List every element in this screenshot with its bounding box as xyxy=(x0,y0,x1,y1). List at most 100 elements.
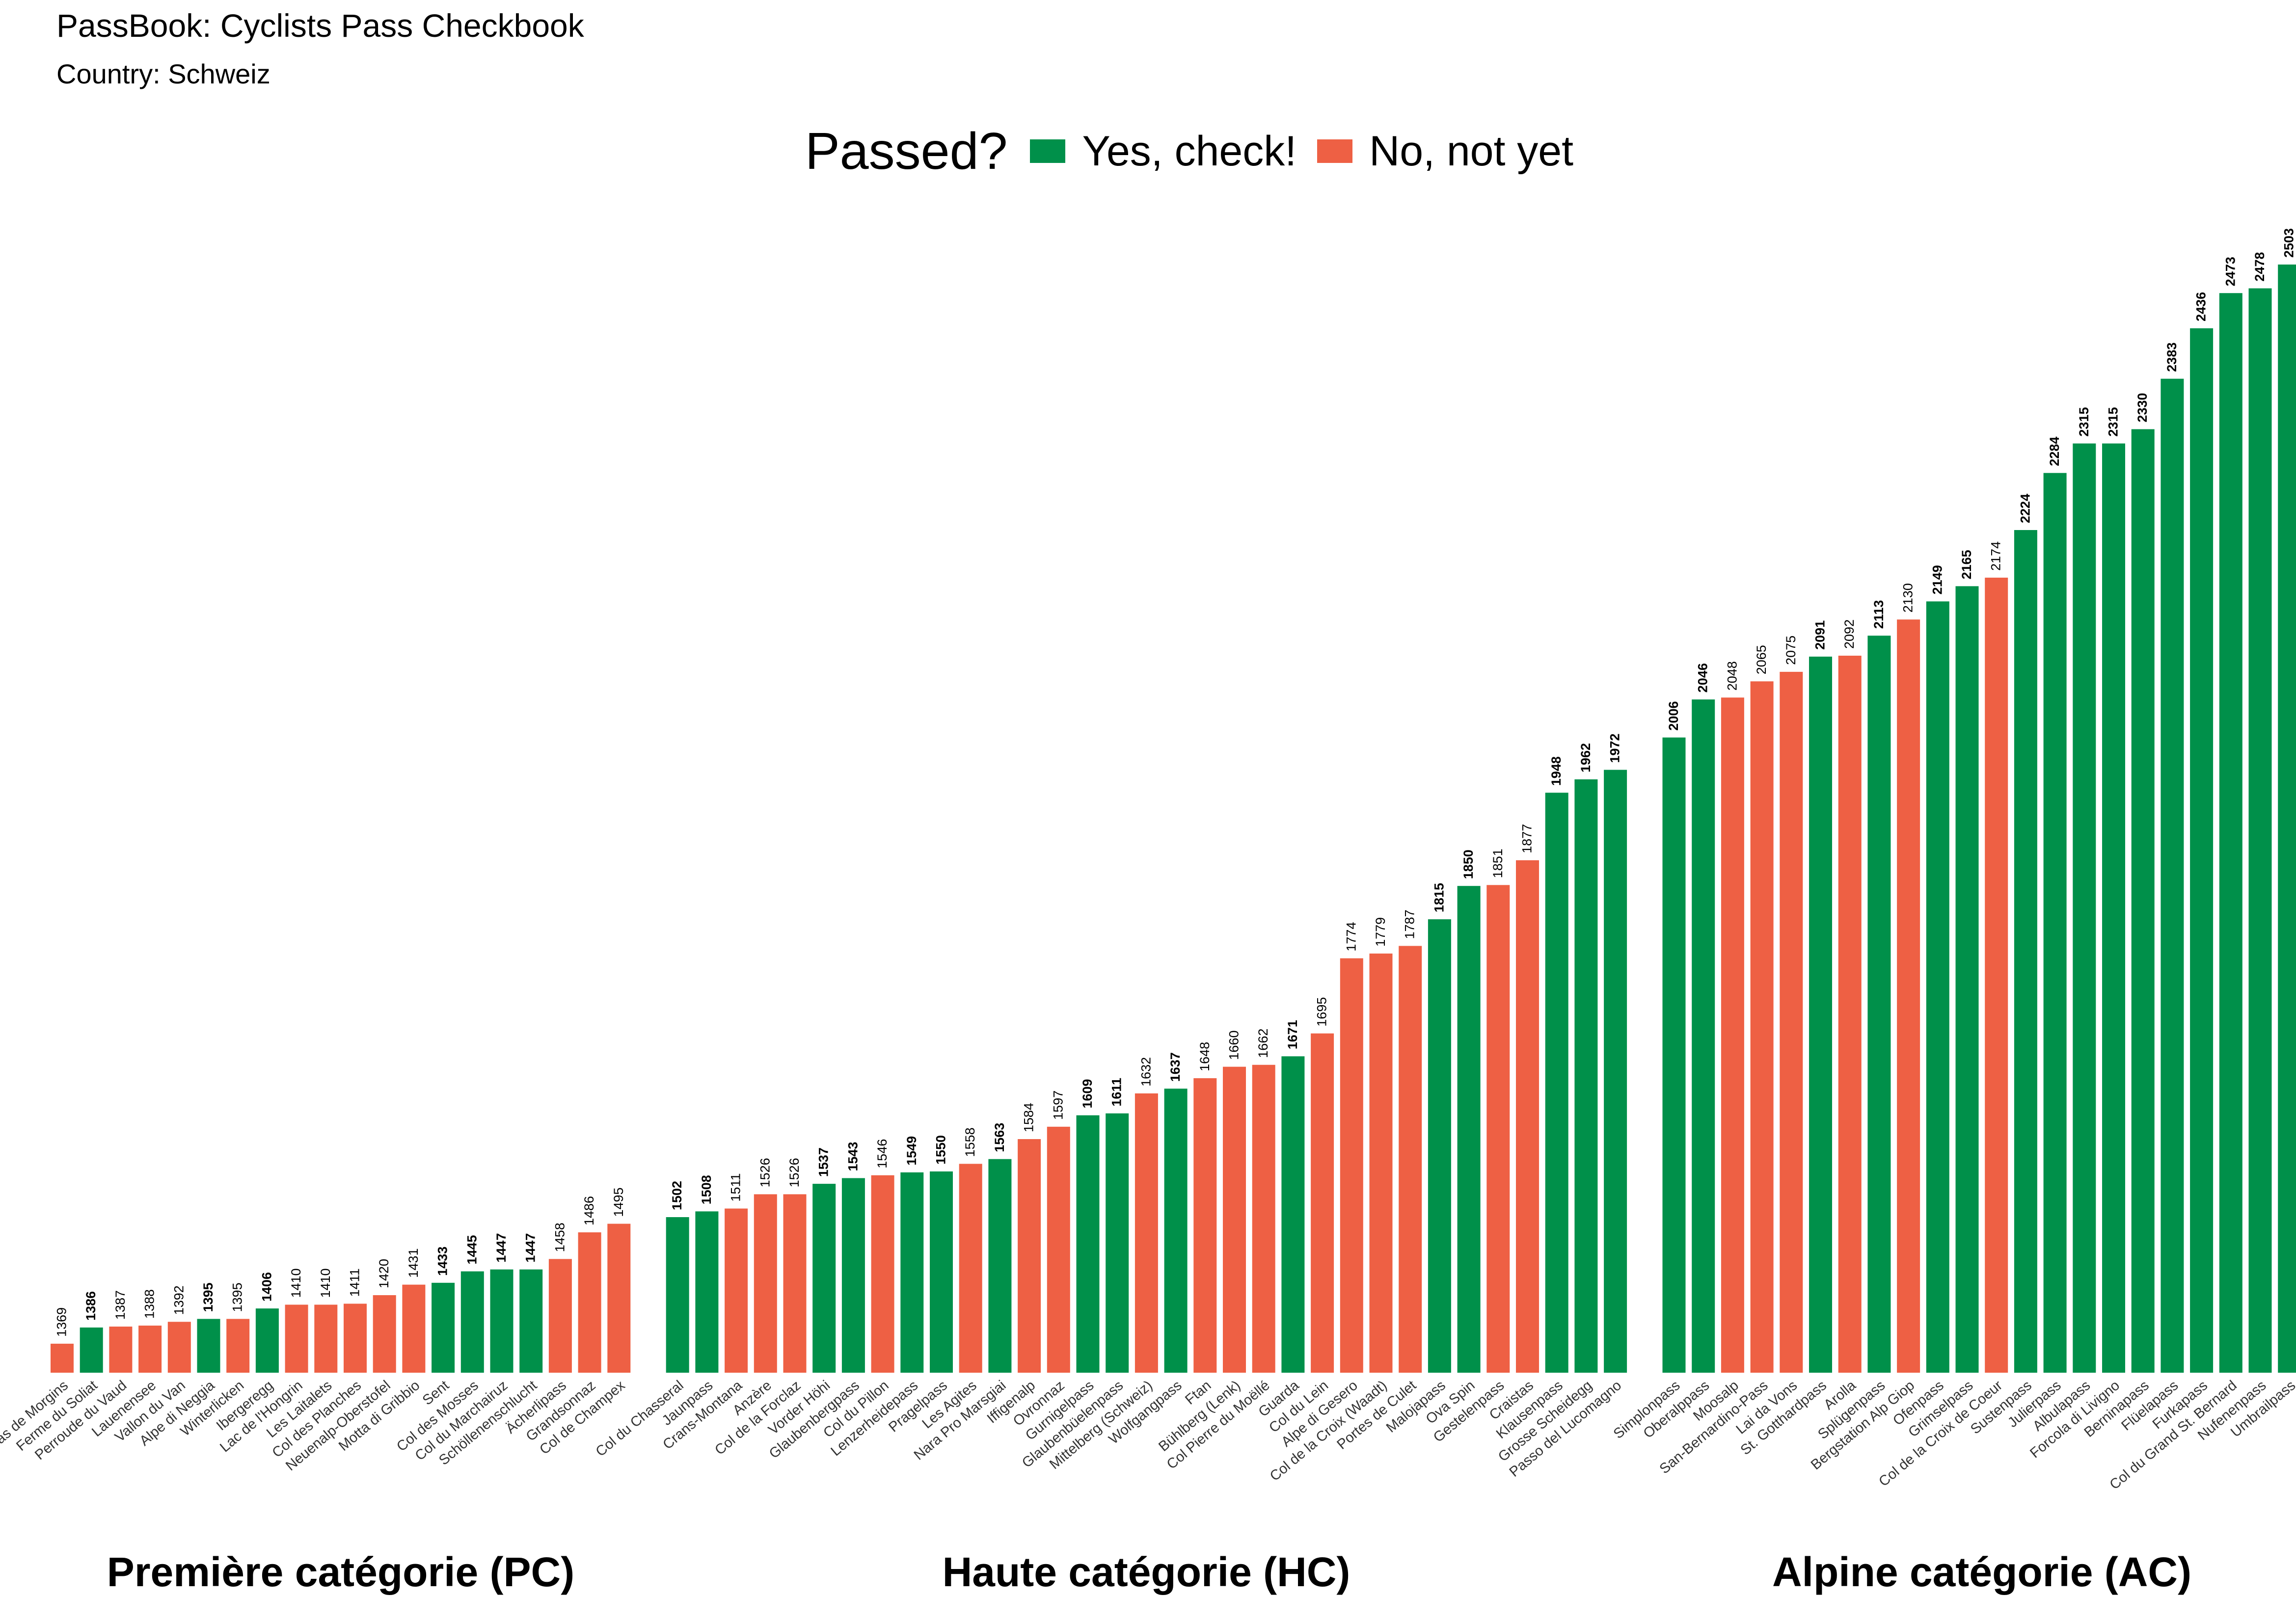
bar xyxy=(1076,1115,1100,1373)
bar xyxy=(871,1175,894,1373)
data-label: 1948 xyxy=(1549,756,1564,786)
data-label: 1648 xyxy=(1197,1042,1212,1071)
bar xyxy=(402,1284,426,1373)
data-label: 2091 xyxy=(1813,620,1828,650)
bar xyxy=(1604,770,1627,1373)
data-label: 2174 xyxy=(1989,541,2003,571)
bar xyxy=(1662,737,1686,1373)
chart-title: PassBook: Cyclists Pass Checkbook xyxy=(56,7,584,44)
bar xyxy=(578,1232,601,1373)
data-label: 1787 xyxy=(1403,909,1417,939)
chart-subtitle: Country: Schweiz xyxy=(56,58,270,89)
data-label: 1369 xyxy=(54,1307,69,1337)
bar xyxy=(725,1208,748,1373)
data-label: 2478 xyxy=(2252,252,2267,281)
bar xyxy=(344,1304,367,1373)
data-label: 2092 xyxy=(1842,619,1857,649)
legend-title: Passed? xyxy=(805,122,1008,180)
bar xyxy=(548,1259,572,1373)
data-label: 2473 xyxy=(2223,257,2238,286)
bar xyxy=(812,1184,836,1373)
bar xyxy=(519,1269,543,1373)
data-label: 2315 xyxy=(2106,407,2121,437)
data-label: 1549 xyxy=(904,1136,919,1166)
bar xyxy=(930,1171,953,1373)
bar xyxy=(2073,443,2096,1373)
bar xyxy=(255,1308,279,1373)
data-label: 1550 xyxy=(934,1135,948,1165)
data-label: 1851 xyxy=(1490,849,1505,878)
bar xyxy=(460,1271,484,1373)
data-label: 1406 xyxy=(259,1272,274,1302)
data-label: 1486 xyxy=(582,1196,596,1225)
bar xyxy=(1134,1093,1158,1373)
data-label: 2224 xyxy=(2018,494,2032,523)
bar xyxy=(1193,1078,1217,1373)
data-label: 1387 xyxy=(113,1290,128,1320)
data-label: 1850 xyxy=(1461,850,1476,879)
bar xyxy=(1428,919,1451,1373)
data-label: 2330 xyxy=(2135,393,2150,422)
bar xyxy=(2278,265,2296,1373)
data-label: 2006 xyxy=(1666,701,1681,731)
bar xyxy=(197,1319,220,1373)
bar xyxy=(1574,779,1598,1373)
data-label: 1972 xyxy=(1608,734,1622,763)
data-label: 1660 xyxy=(1227,1031,1242,1060)
bar xyxy=(1721,697,1744,1373)
bar xyxy=(167,1322,191,1373)
bar xyxy=(1486,885,1510,1373)
bar xyxy=(607,1224,631,1373)
data-label: 1695 xyxy=(1315,997,1329,1027)
bar xyxy=(2014,530,2037,1373)
bar xyxy=(1926,601,1949,1373)
bar xyxy=(841,1178,865,1373)
data-label: 1502 xyxy=(670,1181,684,1210)
data-label: 2383 xyxy=(2164,343,2179,372)
bar xyxy=(900,1172,924,1373)
bar xyxy=(1252,1064,1275,1373)
data-label: 1447 xyxy=(523,1233,538,1263)
data-label: 2130 xyxy=(1901,583,1916,612)
data-label: 1431 xyxy=(406,1249,421,1278)
data-label: 1774 xyxy=(1344,922,1358,952)
bar xyxy=(1369,953,1393,1373)
legend: Passed? Yes, check! No, not yet xyxy=(0,117,2296,186)
data-label: 2315 xyxy=(2077,407,2091,437)
bar xyxy=(1106,1113,1129,1373)
category-label: Première catégorie (PC) xyxy=(107,1549,575,1595)
bar xyxy=(2131,429,2155,1373)
data-label: 1388 xyxy=(142,1289,157,1319)
data-label: 1495 xyxy=(611,1187,626,1217)
legend-label-yes: Yes, check! xyxy=(1082,127,1297,175)
data-label: 2165 xyxy=(1959,550,1974,579)
bar xyxy=(1457,886,1481,1373)
bar xyxy=(51,1343,74,1373)
data-label: 1632 xyxy=(1138,1057,1153,1087)
data-label: 1563 xyxy=(992,1123,1007,1152)
bar xyxy=(2219,293,2242,1373)
data-label: 1662 xyxy=(1256,1029,1270,1058)
bar xyxy=(373,1295,396,1373)
data-label: 1671 xyxy=(1285,1020,1300,1049)
data-label: 2046 xyxy=(1696,663,1710,692)
data-label: 1411 xyxy=(348,1268,362,1297)
data-label: 2503 xyxy=(2282,228,2296,258)
bar xyxy=(226,1319,250,1373)
data-label: 1611 xyxy=(1109,1078,1124,1107)
bar xyxy=(109,1327,133,1373)
data-label: 2149 xyxy=(1930,565,1945,594)
data-label: 2048 xyxy=(1725,661,1739,691)
bar xyxy=(1516,860,1539,1373)
data-label: 2436 xyxy=(2194,292,2209,321)
bar xyxy=(490,1269,513,1373)
data-label: 1584 xyxy=(1022,1103,1036,1132)
bar xyxy=(2043,473,2067,1373)
bar xyxy=(1164,1089,1188,1373)
bar xyxy=(959,1164,982,1373)
bar xyxy=(1838,656,1862,1373)
data-label: 1815 xyxy=(1432,883,1446,912)
data-label: 2065 xyxy=(1754,645,1769,674)
data-label: 1508 xyxy=(699,1175,714,1204)
